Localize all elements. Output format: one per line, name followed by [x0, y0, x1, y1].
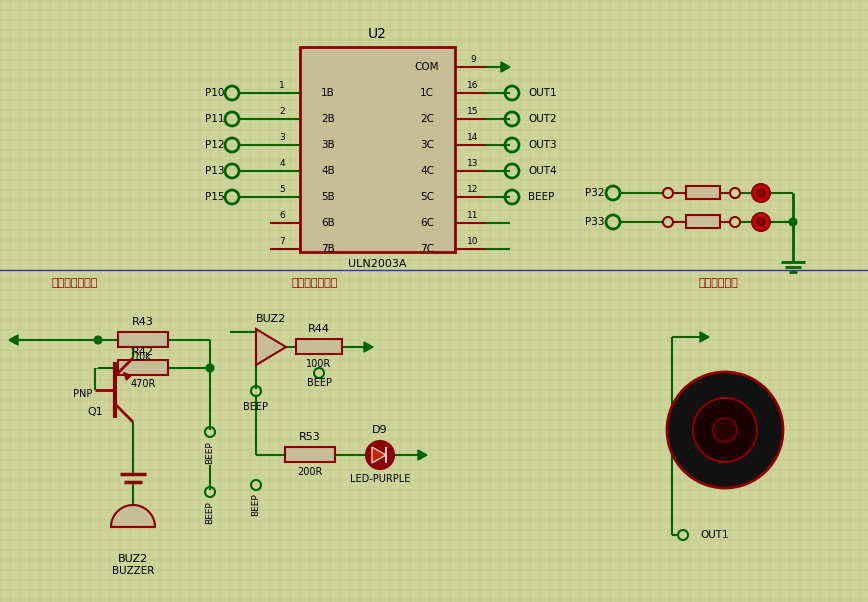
Text: 7: 7	[279, 238, 285, 246]
Text: 6B: 6B	[321, 218, 335, 228]
Text: 1B: 1B	[321, 88, 335, 98]
Text: P11: P11	[205, 114, 225, 124]
Circle shape	[752, 184, 770, 202]
Text: OUT4: OUT4	[528, 166, 556, 176]
Text: 11: 11	[467, 211, 479, 220]
Text: 6: 6	[279, 211, 285, 220]
Text: BEEP: BEEP	[244, 402, 268, 412]
Text: OUT1: OUT1	[700, 530, 728, 540]
Text: BEEP: BEEP	[206, 501, 214, 524]
Bar	[118, 332, 168, 347]
Text: OUT1: OUT1	[528, 88, 556, 98]
Text: P32: P32	[586, 188, 605, 198]
Text: U2: U2	[368, 27, 387, 41]
Text: P13: P13	[205, 166, 225, 176]
Circle shape	[713, 418, 737, 442]
Text: 1C: 1C	[420, 88, 434, 98]
Polygon shape	[501, 62, 510, 72]
Bar	[686, 215, 720, 228]
Polygon shape	[418, 450, 427, 460]
Text: 470R: 470R	[130, 379, 155, 389]
Text: ULN2003A: ULN2003A	[348, 259, 407, 269]
Text: 1: 1	[279, 81, 285, 90]
Circle shape	[207, 364, 214, 371]
Circle shape	[95, 337, 102, 344]
Text: 直流电机模块: 直流电机模块	[698, 278, 738, 288]
Text: BUZ2: BUZ2	[256, 314, 286, 324]
Text: 有源蜂鸣器模块: 有源蜂鸣器模块	[52, 278, 98, 288]
Circle shape	[757, 189, 765, 197]
Text: R43: R43	[132, 317, 154, 327]
Polygon shape	[111, 505, 155, 527]
Circle shape	[757, 218, 765, 226]
Text: P12: P12	[205, 140, 225, 150]
Text: 2C: 2C	[420, 114, 434, 124]
Text: 10k: 10k	[134, 352, 152, 362]
Bar	[296, 339, 342, 354]
Polygon shape	[364, 342, 373, 352]
Text: 4B: 4B	[321, 166, 335, 176]
Text: 2B: 2B	[321, 114, 335, 124]
Polygon shape	[9, 335, 18, 345]
Text: P33: P33	[586, 217, 605, 227]
Text: 14: 14	[467, 134, 478, 143]
Text: BEEP: BEEP	[206, 442, 214, 464]
Polygon shape	[256, 329, 286, 365]
Text: R44: R44	[308, 324, 330, 334]
Text: 5: 5	[279, 185, 285, 194]
Text: 15: 15	[467, 108, 479, 117]
Text: COM: COM	[415, 62, 439, 72]
Circle shape	[693, 398, 757, 462]
Polygon shape	[372, 447, 386, 463]
Text: 无源蜂鸣器模块: 无源蜂鸣器模块	[292, 278, 339, 288]
Text: 10: 10	[467, 238, 479, 246]
Text: OUT3: OUT3	[528, 140, 556, 150]
Text: R53: R53	[299, 432, 321, 442]
Bar	[300, 47, 455, 252]
Text: 2: 2	[279, 108, 285, 117]
Text: 4C: 4C	[420, 166, 434, 176]
Text: 3: 3	[279, 134, 285, 143]
Text: 3B: 3B	[321, 140, 335, 150]
Text: PNP: PNP	[73, 389, 92, 399]
Text: Q1: Q1	[87, 407, 102, 417]
Bar	[285, 447, 335, 462]
Text: 6C: 6C	[420, 218, 434, 228]
Circle shape	[790, 219, 797, 226]
Text: BEEP: BEEP	[528, 192, 555, 202]
Text: 7B: 7B	[321, 244, 335, 254]
Polygon shape	[700, 332, 709, 342]
Text: D9: D9	[372, 425, 388, 435]
Text: 100R: 100R	[306, 359, 332, 369]
Text: LED-PURPLE: LED-PURPLE	[350, 474, 411, 484]
Bar	[118, 360, 168, 375]
Circle shape	[752, 213, 770, 231]
Bar	[686, 186, 720, 199]
Text: 200R: 200R	[298, 467, 323, 477]
Text: P15: P15	[205, 192, 225, 202]
Text: 16: 16	[467, 81, 479, 90]
Circle shape	[366, 441, 394, 469]
Text: R42: R42	[132, 347, 154, 357]
Circle shape	[667, 372, 783, 488]
Text: 4: 4	[279, 160, 285, 169]
Text: 13: 13	[467, 160, 479, 169]
Text: BUZ2: BUZ2	[118, 554, 148, 564]
Text: BEEP: BEEP	[306, 378, 332, 388]
Text: OUT2: OUT2	[528, 114, 556, 124]
Text: 3C: 3C	[420, 140, 434, 150]
Text: 7C: 7C	[420, 244, 434, 254]
Text: P10: P10	[206, 88, 225, 98]
Text: 5B: 5B	[321, 192, 335, 202]
Text: 12: 12	[467, 185, 478, 194]
Text: 9: 9	[470, 55, 476, 64]
Text: BEEP: BEEP	[252, 494, 260, 517]
Text: BUZZER: BUZZER	[112, 566, 155, 576]
Text: 5C: 5C	[420, 192, 434, 202]
